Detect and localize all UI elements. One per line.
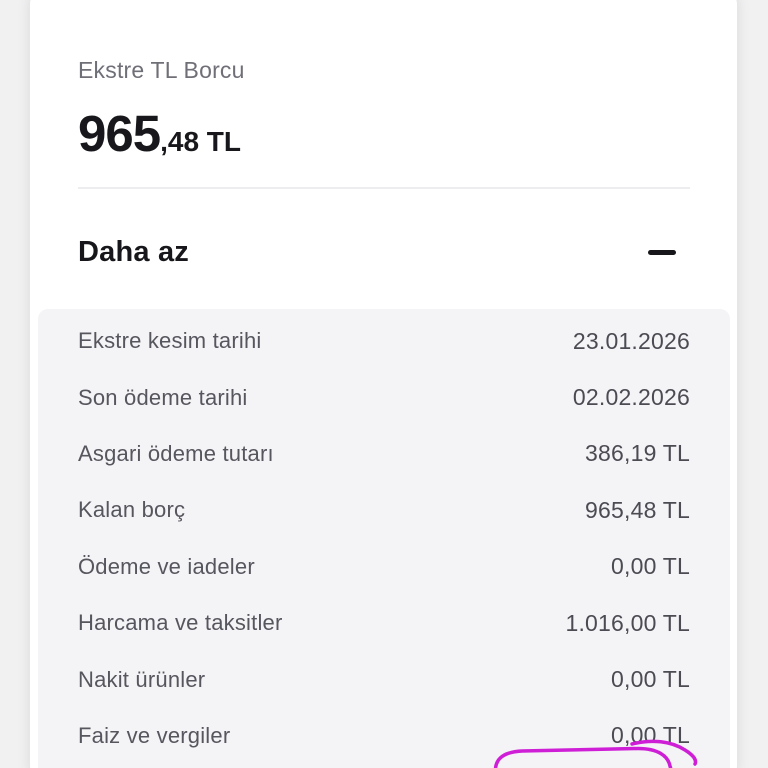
table-row: Nakit ürünler 0,00 TL (78, 651, 690, 707)
statement-card: Ekstre TL Borcu 965,48 TL Daha az Ekstre… (30, 0, 737, 768)
row-label: Son ödeme tarihi (78, 384, 248, 410)
row-label: Nakit ürünler (78, 666, 206, 692)
amount-integer: 965 (78, 105, 161, 162)
row-label: Ekstre kesim tarihi (78, 328, 262, 354)
table-row: Kalan borç 965,48 TL (78, 482, 690, 538)
table-row: Asgari ödeme tutarı 386,19 TL (78, 426, 690, 482)
row-label: Kalan borç (78, 497, 186, 523)
minus-icon[interactable] (648, 249, 676, 255)
row-value: 1.016,00 TL (565, 609, 690, 636)
row-value: 02.02.2026 (572, 384, 690, 411)
row-value: 965,48 TL (585, 496, 690, 523)
show-less-toggle[interactable]: Daha az (78, 231, 690, 273)
row-value: 0,00 TL (611, 553, 690, 580)
table-row: Ödeme ve iadeler 0,00 TL (78, 539, 690, 595)
table-row: Son ödeme tarihi 02.02.2026 (78, 369, 690, 425)
show-less-label: Daha az (78, 235, 189, 268)
table-row: Harcama ve taksitler 1.016,00 TL (78, 595, 690, 651)
row-label: Ödeme ve iadeler (78, 553, 255, 579)
row-label: Faiz ve vergiler (78, 722, 231, 748)
row-value: 23.01.2026 (572, 327, 690, 354)
statement-details-panel: Ekstre kesim tarihi 23.01.2026 Son ödeme… (38, 309, 730, 768)
table-row: Ekstre kesim tarihi 23.01.2026 (78, 313, 690, 369)
divider (78, 187, 690, 189)
row-value: 386,19 TL (585, 440, 690, 467)
statement-debt-label: Ekstre TL Borcu (78, 57, 245, 83)
row-value: 0,00 TL (611, 722, 690, 749)
row-label: Asgari ödeme tutarı (78, 440, 274, 466)
row-value: 0,00 TL (611, 666, 690, 693)
amount-fraction-currency: ,48 TL (160, 126, 242, 157)
statement-debt-amount: 965,48 TL (78, 108, 690, 173)
row-label: Harcama ve taksitler (78, 610, 283, 636)
table-row: Faiz ve vergiler 0,00 TL (78, 708, 690, 764)
